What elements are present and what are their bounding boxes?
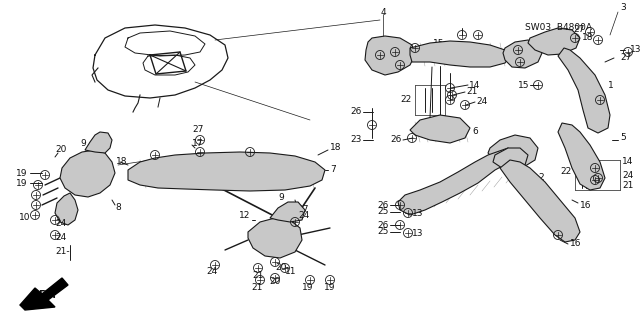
Text: 20: 20: [55, 145, 67, 154]
Polygon shape: [500, 160, 580, 242]
Polygon shape: [398, 148, 518, 215]
Text: 24: 24: [206, 268, 218, 277]
Text: FR.: FR.: [38, 290, 56, 300]
Text: 21: 21: [252, 283, 262, 292]
Text: 21-: 21-: [56, 248, 70, 256]
Text: 15: 15: [433, 40, 445, 48]
Polygon shape: [503, 40, 542, 68]
Text: 15: 15: [518, 80, 529, 90]
Text: 5: 5: [620, 133, 626, 143]
Polygon shape: [488, 135, 538, 168]
Text: 20: 20: [275, 263, 286, 272]
Text: 24: 24: [298, 211, 309, 219]
Text: 21: 21: [252, 271, 264, 279]
Text: 26: 26: [351, 108, 362, 116]
Text: 24: 24: [622, 170, 633, 180]
Text: 27: 27: [620, 54, 632, 63]
Text: 24: 24: [476, 98, 487, 107]
Polygon shape: [20, 278, 68, 310]
Polygon shape: [248, 218, 302, 258]
Text: 19: 19: [15, 168, 27, 177]
Text: 14: 14: [469, 80, 481, 90]
Text: 8: 8: [115, 204, 121, 212]
Text: 18: 18: [330, 144, 342, 152]
Text: 22: 22: [561, 167, 572, 176]
Text: 9: 9: [278, 194, 284, 203]
Text: 25: 25: [378, 207, 389, 217]
Text: 13: 13: [412, 209, 424, 218]
Text: 22: 22: [401, 95, 412, 105]
Polygon shape: [128, 152, 325, 191]
Text: 17: 17: [192, 138, 204, 147]
Text: 1: 1: [608, 80, 614, 90]
Polygon shape: [558, 48, 610, 133]
Text: SW03  B4800A: SW03 B4800A: [525, 23, 592, 32]
Polygon shape: [55, 193, 78, 225]
Text: 26: 26: [390, 136, 402, 145]
Polygon shape: [410, 41, 510, 67]
Text: 26: 26: [378, 201, 389, 210]
Polygon shape: [410, 115, 470, 143]
Polygon shape: [60, 150, 115, 197]
Text: 18: 18: [582, 33, 593, 42]
Polygon shape: [270, 202, 305, 222]
Text: 18: 18: [115, 158, 127, 167]
Text: 10: 10: [19, 213, 30, 222]
Text: 24: 24: [55, 234, 67, 242]
Polygon shape: [558, 123, 605, 190]
Text: 27: 27: [573, 26, 585, 34]
Polygon shape: [365, 36, 415, 75]
Text: 26: 26: [378, 220, 389, 229]
Text: 12: 12: [239, 211, 250, 219]
Text: 11: 11: [285, 268, 296, 277]
Polygon shape: [493, 148, 528, 170]
Text: 21: 21: [622, 181, 634, 189]
Text: 19: 19: [15, 179, 27, 188]
Text: 17: 17: [298, 205, 310, 214]
Text: 19: 19: [324, 283, 336, 292]
Text: 24: 24: [55, 219, 67, 227]
Text: 16: 16: [570, 240, 582, 249]
Text: 3: 3: [620, 4, 626, 12]
Text: 6: 6: [472, 128, 477, 137]
Text: 14: 14: [622, 158, 634, 167]
Text: 25: 25: [378, 227, 389, 236]
Text: 20: 20: [269, 278, 281, 286]
Text: 2: 2: [538, 174, 543, 182]
Text: 19: 19: [302, 283, 314, 292]
Text: 13: 13: [412, 228, 424, 238]
Text: 27: 27: [192, 125, 204, 135]
Polygon shape: [528, 28, 580, 55]
Text: 21: 21: [466, 87, 477, 97]
Text: 23: 23: [351, 136, 362, 145]
Text: 7: 7: [330, 166, 336, 174]
Text: 16: 16: [580, 201, 591, 210]
Polygon shape: [85, 132, 112, 153]
Text: 13: 13: [630, 46, 640, 55]
Text: 9: 9: [80, 138, 86, 147]
Text: 4: 4: [380, 8, 386, 17]
